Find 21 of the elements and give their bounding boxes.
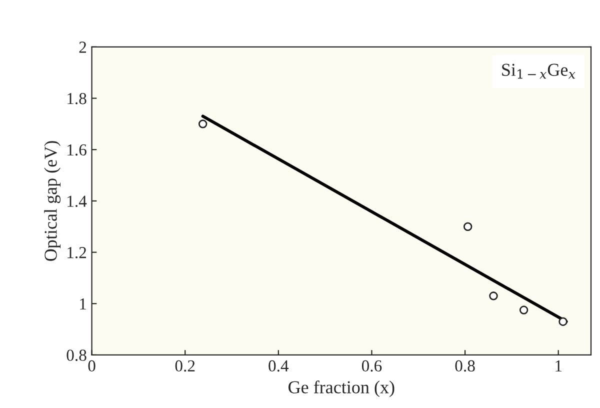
y-tick-label: 2 [79, 42, 86, 53]
x-tick-label: 1 [556, 360, 562, 372]
y-tick-label: 0.8 [66, 350, 86, 361]
point [558, 317, 568, 326]
x-tick-label: 0.6 [362, 360, 382, 372]
y-tick-label: 1.2 [68, 247, 86, 258]
x-tick-label: 0.8 [455, 360, 475, 372]
x-axis-title: Ge fraction (x) [288, 380, 394, 398]
point [519, 306, 528, 314]
point [463, 222, 472, 231]
y-tick-label: 1.6 [68, 144, 86, 156]
x-tick-label: 0.2 [175, 360, 195, 372]
x-tick-label: 0.4 [268, 360, 289, 372]
annotation: Si$_{1−x}$Ge$_{x}$ [502, 64, 576, 79]
point [198, 120, 208, 128]
x-tick-label: 0 [88, 360, 96, 372]
point [489, 292, 498, 300]
y-tick-label: 1.8 [68, 92, 86, 104]
y-tick-label: 1.4 [68, 196, 87, 207]
y-axis-title: Optical gap (eV) [44, 141, 61, 261]
y-tick-label: 1 [80, 298, 86, 310]
